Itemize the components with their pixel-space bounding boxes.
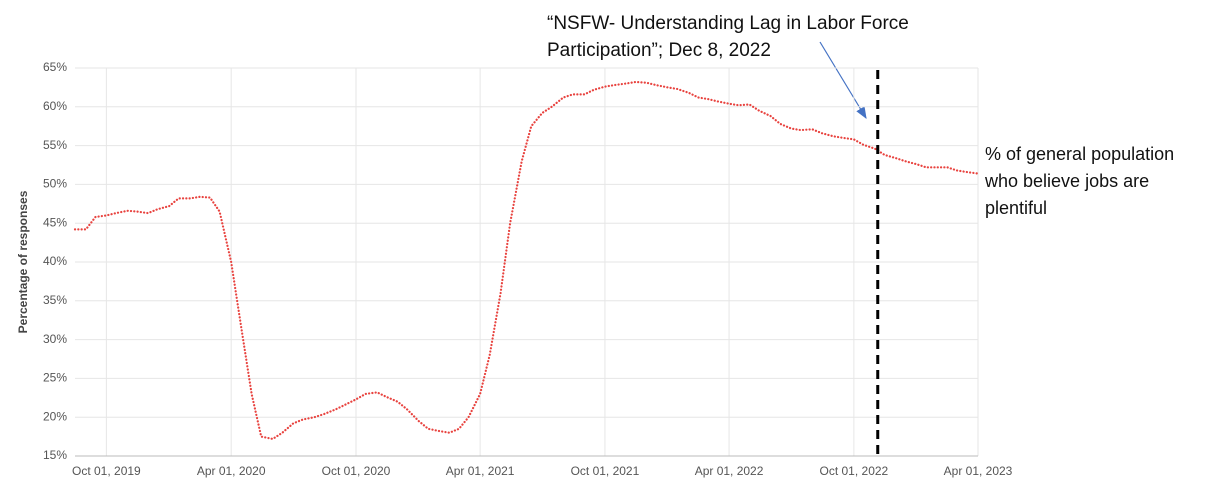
x-tick-label: Oct 01, 2022 [820, 464, 889, 478]
series-label: % of general population who believe jobs… [985, 144, 1175, 218]
y-tick-label: 40% [43, 254, 67, 268]
y-tick-label: 65% [43, 60, 67, 74]
y-axis-label: Percentage of responses [16, 190, 30, 333]
x-tick-label: Apr 01, 2020 [197, 464, 266, 478]
annotation-arrow [819, 41, 867, 120]
x-tick-label: Oct 01, 2020 [322, 464, 391, 478]
x-tick-label: Apr 01, 2022 [695, 464, 764, 478]
line-series [73, 80, 980, 441]
y-tick-label: 30% [43, 332, 67, 346]
y-tick-label: 20% [43, 409, 67, 423]
y-tick-label: 15% [43, 448, 67, 462]
y-tick-label: 60% [43, 99, 67, 113]
x-tick-label: Oct 01, 2021 [571, 464, 640, 478]
y-tick-label: 45% [43, 215, 67, 229]
x-tick-label: Oct 01, 2019 [72, 464, 141, 478]
annotation: “NSFW- Understanding Lag in Labor Force … [547, 13, 909, 61]
x-tick-label: Apr 01, 2021 [446, 464, 515, 478]
y-tick-label: 50% [43, 177, 67, 191]
x-tick-label: Apr 01, 2023 [944, 464, 1013, 478]
y-tick-label: 25% [43, 371, 67, 385]
y-tick-label: 35% [43, 293, 67, 307]
y-tick-label: 55% [43, 138, 67, 152]
